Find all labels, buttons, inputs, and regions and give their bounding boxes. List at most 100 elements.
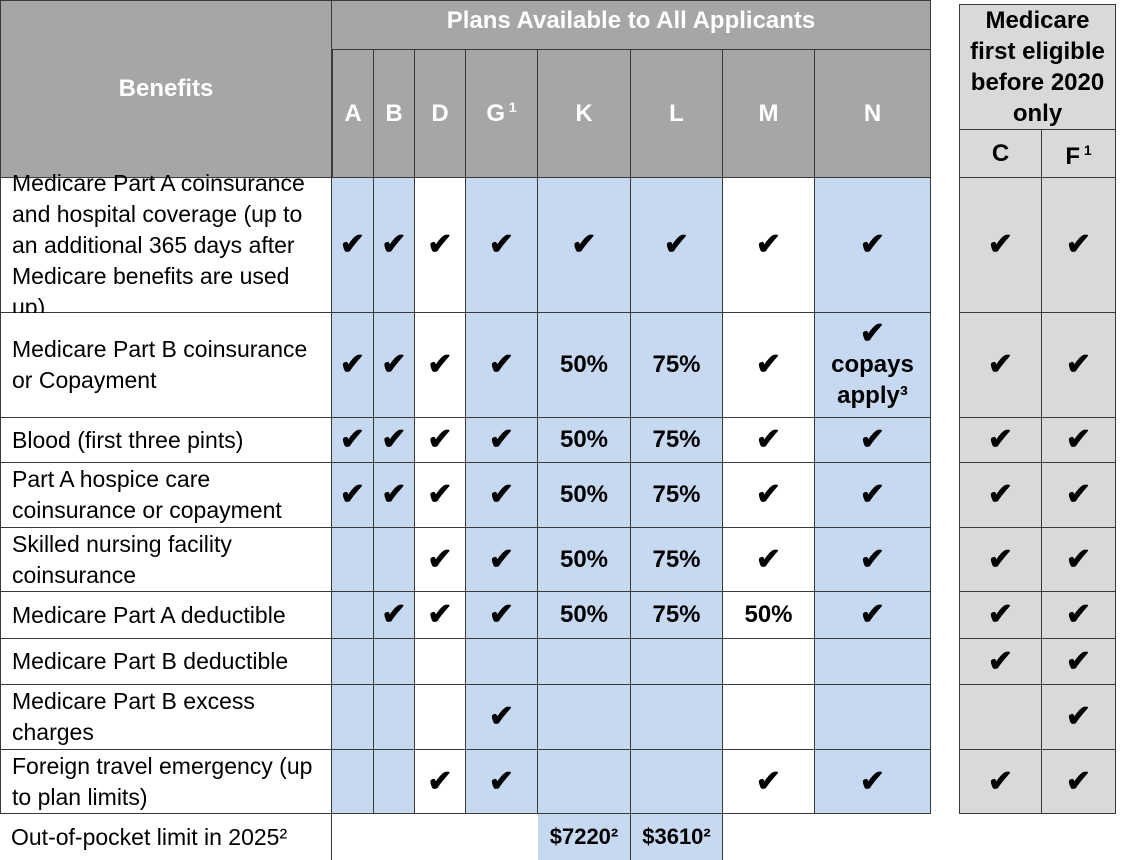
out-of-pocket-label: Out-of-pocket limit in 2025²: [0, 814, 332, 860]
check-icon: ✔: [755, 423, 782, 456]
plan-cell: ✔: [723, 313, 815, 418]
plan-cell: [374, 750, 415, 814]
plan-letter: B: [385, 99, 403, 127]
check-icon: ✔: [859, 317, 886, 350]
check-icon: ✔: [859, 764, 886, 798]
plan-cell: ✔: [959, 592, 1042, 639]
plan-letter: N: [863, 99, 882, 127]
plan-cell: ✔: [723, 528, 815, 592]
plan-letter: C: [991, 140, 1010, 167]
plan-cell: ✔: [1042, 685, 1116, 750]
plan-cell: [815, 639, 931, 685]
plan-cell: ✔: [415, 592, 466, 639]
percent-value: 50%: [559, 481, 609, 508]
benefit-label: Medicare Part B coinsurance or Copayment: [0, 313, 332, 418]
check-icon: ✔: [755, 478, 782, 511]
plan-cell: ✔: [959, 750, 1042, 814]
plan-cell: [374, 639, 415, 685]
plan-footnote: 1: [504, 99, 517, 115]
check-icon: ✔: [381, 348, 407, 381]
check-icon: ✔: [339, 423, 366, 456]
check-icon: ✔: [663, 228, 690, 261]
plan-cell: ✔: [815, 528, 931, 592]
plan-cell: [723, 639, 815, 685]
plan-cell: ✔: [466, 528, 538, 592]
percent-value: 50%: [559, 351, 609, 378]
plan-cell: ✔: [332, 463, 374, 528]
plan-cell: 75%: [631, 592, 723, 639]
benefit-label-text: Medicare Part B coinsurance or Copayment: [12, 336, 308, 393]
plan-letter: M: [758, 99, 779, 127]
plan-cell: ✔: [332, 178, 374, 313]
plan-cell: [538, 750, 631, 814]
plan-cell: [374, 528, 415, 592]
check-icon: ✔: [381, 228, 407, 261]
benefit-label: Skilled nursing facility coinsurance: [0, 528, 332, 592]
plan-cell: ✔: [959, 178, 1042, 313]
medicare-before-2020-label: Medicare first eligible before 2020 only: [970, 7, 1105, 127]
plan-cell: [332, 528, 374, 592]
plan-cell: ✔: [723, 750, 815, 814]
plan-cell: ✔: [332, 313, 374, 418]
plan-cell: 75%: [631, 313, 723, 418]
plan-cell: [332, 592, 374, 639]
percent-value: 75%: [652, 426, 701, 453]
plan-cell: [631, 685, 723, 750]
plan-cell: ✔: [415, 418, 466, 463]
check-icon: ✔: [339, 348, 366, 381]
plan-cell: ✔: [374, 463, 415, 528]
check-icon: ✔: [1065, 644, 1092, 678]
benefit-label: Medicare Part A deductible: [0, 592, 332, 639]
percent-value: 50%: [744, 601, 793, 628]
check-icon: ✔: [571, 228, 597, 261]
check-icon: ✔: [859, 598, 886, 631]
plan-cell: 50%: [538, 463, 631, 528]
plan-cell: ✔: [1042, 313, 1116, 418]
plan-cell: ✔: [959, 528, 1042, 592]
plan-cell: ✔: [1042, 178, 1116, 313]
benefit-label: Blood (first three pints): [0, 418, 332, 463]
plan-header-g: G 1: [466, 50, 538, 178]
out-of-pocket-value: $3610²: [642, 824, 711, 849]
check-icon: ✔: [488, 228, 515, 261]
plan-cell: [723, 685, 815, 750]
benefit-label: Medicare Part B deductible: [0, 639, 332, 685]
plan-cell: ✔: [332, 418, 374, 463]
plan-cell: ✔: [815, 463, 931, 528]
plan-cell: ✔: [466, 313, 538, 418]
plan-cell: [538, 639, 631, 685]
check-icon: ✔: [859, 228, 886, 261]
plan-cell: ✔: [959, 639, 1042, 685]
percent-value: 50%: [559, 601, 609, 628]
benefit-label-text: Blood (first three pints): [12, 426, 244, 453]
benefit-label: Medicare Part B excess charges: [0, 685, 332, 750]
plan-cell: 75%: [631, 418, 723, 463]
check-icon: ✔: [488, 598, 515, 631]
check-icon: ✔: [381, 423, 407, 456]
plan-cell: 50%: [538, 528, 631, 592]
check-icon: ✔: [427, 348, 453, 381]
benefit-label-text: Medicare Part B excess charges: [12, 688, 255, 745]
check-icon: ✔: [488, 348, 515, 381]
check-icon: ✔: [427, 423, 453, 456]
percent-value: 75%: [652, 481, 701, 508]
check-icon: ✔: [1065, 700, 1092, 733]
plan-header-b: B: [374, 50, 415, 178]
out-of-pocket-value: $7220²: [549, 824, 619, 849]
check-icon: ✔: [381, 598, 407, 631]
benefit-label-text: Foreign travel emergency (up to plan lim…: [12, 752, 313, 810]
percent-value: 50%: [559, 426, 609, 453]
plan-header-c: C: [959, 130, 1042, 178]
check-icon: ✔: [1065, 478, 1092, 511]
plan-cell: [332, 750, 374, 814]
plan-cell: ✔: [466, 685, 538, 750]
plan-cell: ✔: [374, 178, 415, 313]
plan-cell: [332, 685, 374, 750]
check-with-note: ✔ copays apply³: [815, 319, 930, 411]
check-icon: ✔: [488, 478, 515, 511]
check-icon: ✔: [1065, 598, 1092, 631]
check-icon: ✔: [339, 478, 366, 511]
plan-cell: ✔: [723, 463, 815, 528]
plan-cell: ✔: [1042, 750, 1116, 814]
plan-cell: ✔: [466, 418, 538, 463]
